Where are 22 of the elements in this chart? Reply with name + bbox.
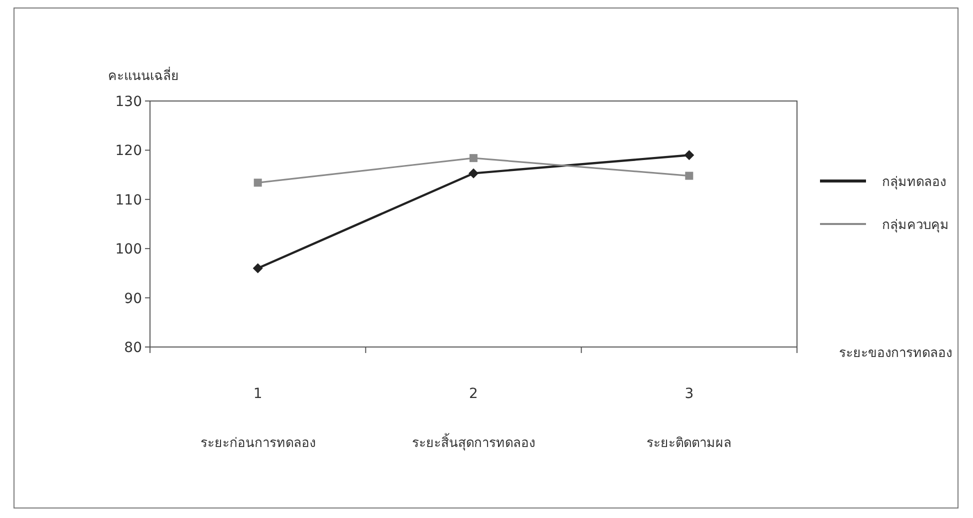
point bbox=[252, 263, 263, 274]
point bbox=[470, 154, 478, 162]
legend-label: กลุ่มควบคุม bbox=[882, 218, 949, 233]
x-tick-label: 3 bbox=[684, 386, 694, 402]
y-tick-label: 90 bbox=[124, 290, 142, 307]
y-tick-label: 80 bbox=[124, 340, 142, 356]
text: ระยะก่อนการทดลอง bbox=[200, 436, 316, 451]
x-axis-title: ระยะของการทดลอง bbox=[839, 346, 952, 361]
text: ระยะติดตามผล bbox=[646, 436, 732, 451]
point bbox=[254, 178, 262, 187]
text: ระยะสิ้นสุดการทดลอง bbox=[412, 433, 535, 451]
y-tick-label: 100 bbox=[115, 242, 142, 258]
point bbox=[684, 150, 694, 160]
y-axis-title: คะแนนเฉลี่ย bbox=[108, 67, 179, 84]
y-tick-label: 120 bbox=[115, 143, 142, 160]
legend-label: กลุ่มทดลอง bbox=[882, 175, 946, 190]
x-tick-label: 2 bbox=[469, 386, 478, 402]
y-tick-label: 110 bbox=[115, 192, 142, 208]
x-tick-label: 1 bbox=[253, 386, 262, 402]
point bbox=[685, 172, 694, 180]
point bbox=[468, 168, 478, 178]
y-tick-label: 130 bbox=[115, 94, 142, 110]
